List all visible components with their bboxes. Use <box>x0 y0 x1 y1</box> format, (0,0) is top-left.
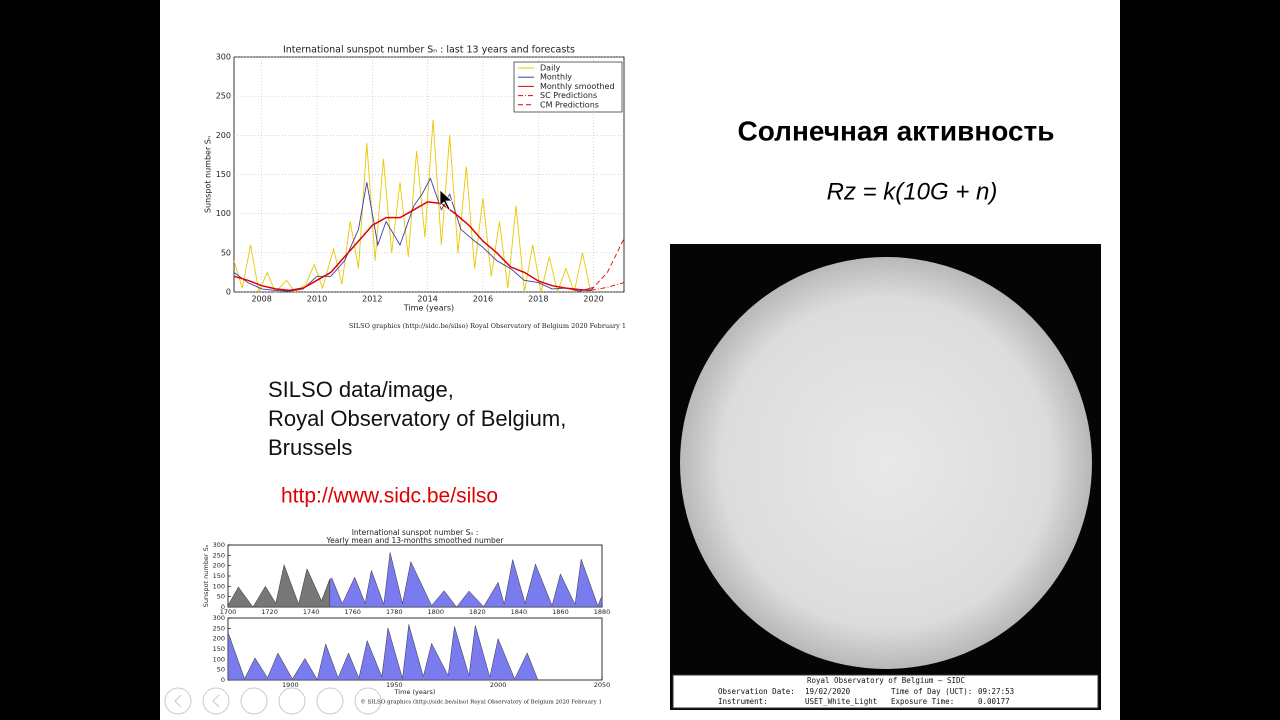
x-tick-label: 2016 <box>473 295 493 304</box>
x-tick-label: 2020 <box>583 295 603 304</box>
recent-sunspot-chart: 0 50 100 150 200 250 300 2008 2010 2012 2014 2016 20… <box>204 45 627 331</box>
caption-value: 19/02/2020 <box>805 687 851 696</box>
x-tick-label: 1780 <box>386 608 403 616</box>
series-line <box>233 201 591 292</box>
caption-label: Time of Day (UCT): <box>891 687 972 696</box>
legend-label: CM Predictions <box>540 100 599 109</box>
series-line <box>233 119 592 294</box>
caption-label: Instrument: <box>718 697 768 706</box>
x-tick-label: 1950 <box>386 681 403 689</box>
y-tick-label: 250 <box>216 92 231 101</box>
chart-footer: SILSO graphics (http://sidc.be/silso) Ro… <box>349 322 626 330</box>
prev-button[interactable] <box>164 687 192 715</box>
sun-disc <box>680 257 1092 669</box>
y-tick-label: 0 <box>221 603 225 611</box>
x-tick-label: 1900 <box>282 681 299 689</box>
credit-line: Royal Observatory of Belgium, <box>268 406 566 431</box>
next-button[interactable] <box>202 687 230 715</box>
y-tick-label: 50 <box>217 666 225 674</box>
chart-title: International sunspot number Sₙ : <box>352 528 479 537</box>
x-tick-label: 2000 <box>490 681 507 689</box>
chart-title: Yearly mean and 13-months smoothed numbe… <box>326 536 505 545</box>
y-tick-label: 200 <box>213 635 225 643</box>
y-tick-label: 200 <box>213 562 225 570</box>
caption-box <box>672 674 1099 709</box>
x-tick-label: 1700 <box>220 608 237 616</box>
x-tick-label: 1760 <box>344 608 361 616</box>
legend-label: SC Predictions <box>540 91 597 100</box>
y-tick-label: 200 <box>216 131 231 140</box>
slide-heading: Солнечная активность <box>738 115 1055 146</box>
y-tick-label: 100 <box>213 655 225 663</box>
legend-label: Monthly <box>540 73 572 82</box>
arrow-icons <box>174 694 220 708</box>
pen-button[interactable] <box>240 687 268 715</box>
series-area <box>329 552 602 607</box>
y-axis-label: Sunspot number Sₙ <box>202 544 210 607</box>
y-tick-label: 100 <box>213 582 225 590</box>
sun-image: Royal Observatory of Belgium — SIDC Obse… <box>670 244 1101 710</box>
caption-value: 0.00177 <box>978 697 1010 706</box>
x-axis-label: Time (years) <box>394 688 436 696</box>
y-tick-label: 250 <box>213 624 225 632</box>
x-tick-label: 1820 <box>469 608 486 616</box>
chart-title: International sunspot number Sₙ : last 1… <box>283 45 575 56</box>
slides-button[interactable] <box>278 687 306 715</box>
x-tick-label: 2050 <box>594 681 611 689</box>
x-tick-label: 1860 <box>552 608 569 616</box>
x-tick-label: 2008 <box>251 295 271 304</box>
y-tick-label: 0 <box>221 676 225 684</box>
x-tick-label: 1880 <box>594 608 611 616</box>
formula: Rz = k(10G + n) <box>827 178 998 205</box>
x-tick-label: 1840 <box>511 608 528 616</box>
link[interactable]: http://www.sidc.be/silso <box>281 485 498 508</box>
more-button[interactable] <box>354 687 382 715</box>
x-tick-label: 2014 <box>417 295 437 304</box>
series-line <box>590 238 625 291</box>
x-tick-label: 1800 <box>428 608 445 616</box>
credit-line: SILSO data/image, <box>268 377 454 402</box>
mouse-cursor <box>439 189 454 211</box>
y-tick-label: 150 <box>213 572 225 580</box>
credit-line: Brussels <box>268 435 352 460</box>
caption-value: USET_White_Light <box>805 697 877 706</box>
x-tick-label: 1720 <box>261 608 278 616</box>
chart-footer: © SILSO graphics (http://sidc.be/silso) … <box>360 699 602 706</box>
y-tick-label: 150 <box>213 645 225 653</box>
slideshow-toolbar <box>164 687 382 715</box>
y-tick-label: 0 <box>226 288 231 297</box>
historic-sunspot-chart: International sunspot number Sₙ :Yearly … <box>202 528 610 706</box>
legend-label: Monthly smoothed <box>540 82 615 91</box>
series-line <box>233 177 594 292</box>
y-tick-label: 50 <box>221 248 231 257</box>
y-tick-label: 250 <box>213 551 225 559</box>
y-axis-label: Sunspot number Sₙ <box>204 136 213 213</box>
zoom-button[interactable] <box>316 687 344 715</box>
caption-title: Royal Observatory of Belgium — SIDC <box>807 676 965 685</box>
legend-box <box>513 61 623 113</box>
y-tick-label: 300 <box>216 53 231 62</box>
series-area <box>228 563 331 607</box>
caption-label: Observation Date: <box>718 687 795 696</box>
x-tick-label: 2010 <box>307 295 327 304</box>
y-tick-label: 300 <box>213 541 225 549</box>
x-tick-label: 2012 <box>362 295 382 304</box>
x-tick-label: 1740 <box>303 608 320 616</box>
series-area <box>228 624 538 680</box>
caption-value: 09:27:53 <box>978 687 1014 696</box>
x-tick-label: 2018 <box>528 295 548 304</box>
y-tick-label: 50 <box>217 593 225 601</box>
y-tick-label: 300 <box>213 614 225 622</box>
legend-label: Daily <box>540 64 561 73</box>
x-axis-label: Time (years) <box>403 304 454 313</box>
caption-label: Exposure Time: <box>891 697 954 706</box>
y-tick-label: 100 <box>216 209 231 218</box>
y-tick-label: 150 <box>216 170 231 179</box>
